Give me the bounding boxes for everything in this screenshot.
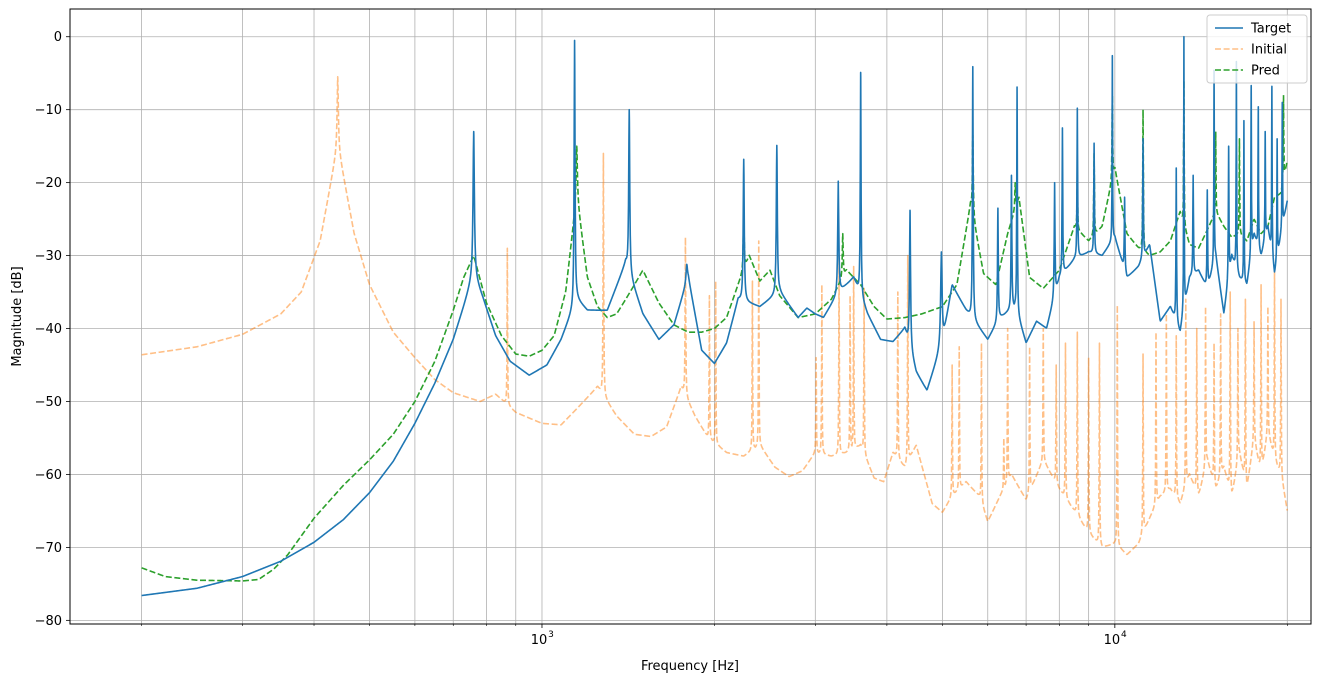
x-tick-label: 10 4 bbox=[1104, 630, 1127, 648]
series-group bbox=[141, 35, 1289, 597]
legend: Target Initial Pred bbox=[1206, 14, 1308, 84]
y-tick-label: −20 bbox=[35, 176, 62, 191]
x-tick-label-base: 10 bbox=[1104, 633, 1121, 648]
series-line-target bbox=[141, 35, 1289, 597]
y-axis-label: Magnitude [dB] bbox=[10, 266, 25, 366]
y-tick-label: −40 bbox=[35, 322, 62, 337]
y-tick-label: −50 bbox=[35, 395, 62, 410]
y-tick-label: 0 bbox=[54, 30, 62, 45]
x-tick-label-base: 10 bbox=[531, 633, 548, 648]
y-tick-label: −60 bbox=[35, 468, 62, 483]
x-tick-label-exponent: 4 bbox=[1121, 630, 1127, 640]
legend-label-pred: Pred bbox=[1251, 64, 1280, 79]
legend-label-target: Target bbox=[1250, 22, 1291, 37]
legend-box bbox=[1206, 14, 1308, 84]
y-tick-label: −80 bbox=[35, 614, 62, 629]
x-tick-label-exponent: 3 bbox=[548, 630, 554, 640]
y-tick-label: −10 bbox=[35, 103, 62, 118]
series-line-pred bbox=[141, 79, 1289, 582]
series-line-initial bbox=[141, 76, 1289, 556]
legend-label-initial: Initial bbox=[1251, 43, 1287, 58]
x-tick-label: 10 3 bbox=[531, 630, 554, 648]
y-tick-label: −70 bbox=[35, 541, 62, 556]
plot-frame bbox=[69, 8, 1312, 625]
y-tick-label: −30 bbox=[35, 249, 62, 264]
x-axis-label: Frequency [Hz] bbox=[641, 659, 739, 674]
